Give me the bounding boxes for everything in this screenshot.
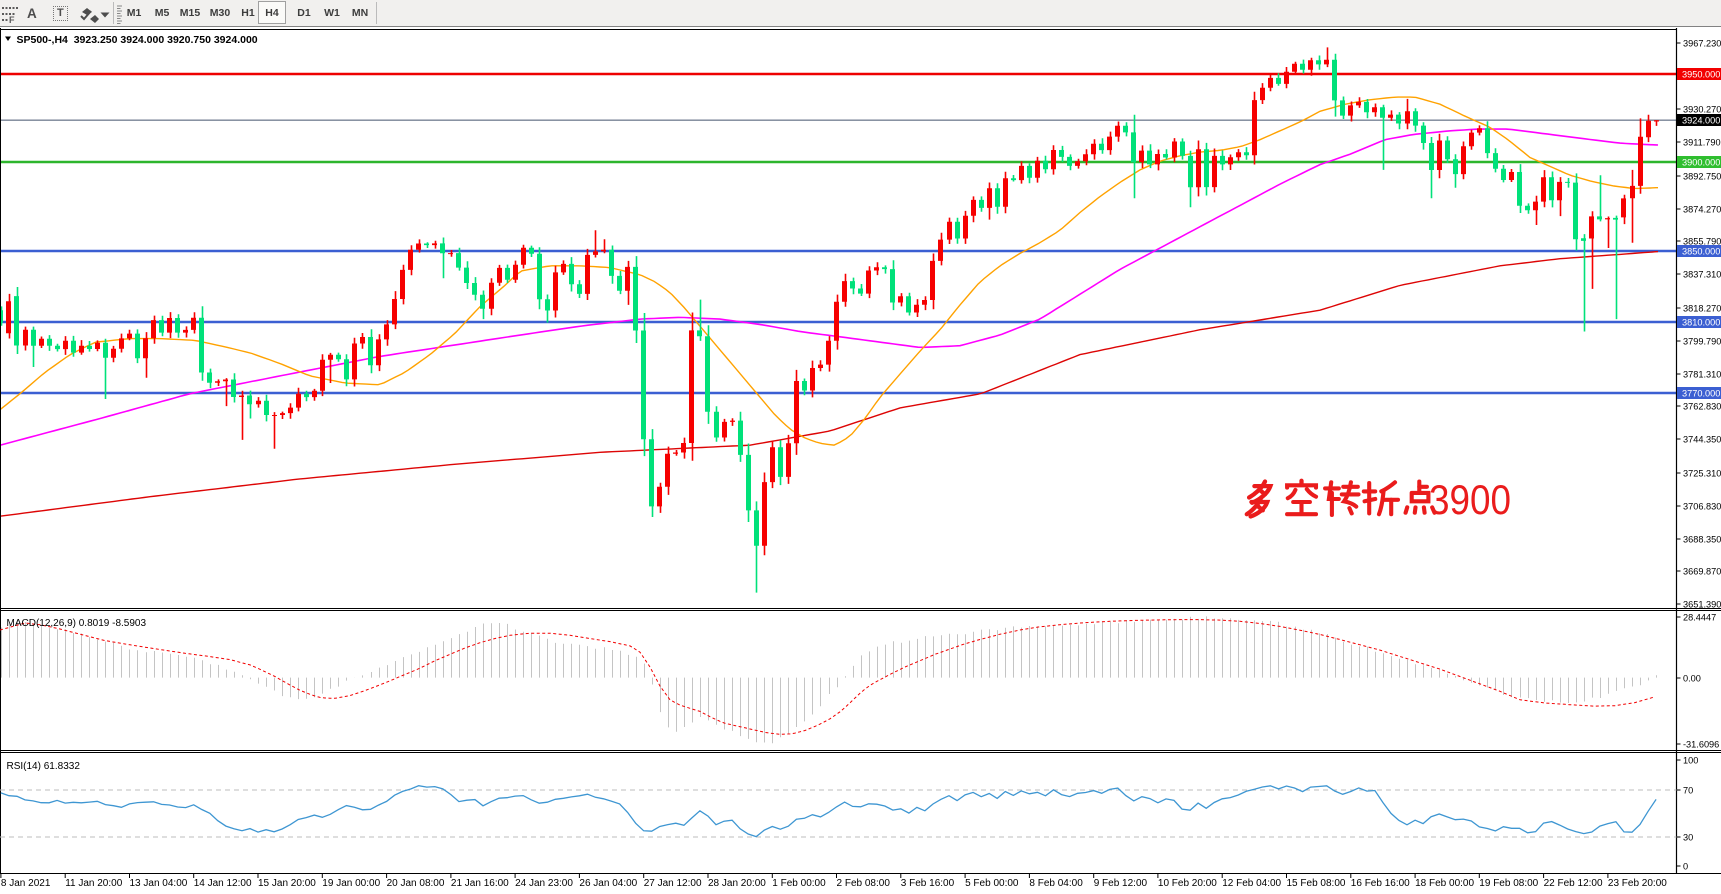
svg-text:11 Jan 20:00: 11 Jan 20:00 — [65, 878, 123, 889]
svg-text:3810.000: 3810.000 — [1682, 318, 1720, 328]
svg-text:3950.000: 3950.000 — [1682, 70, 1720, 80]
svg-text:16 Feb 16:00: 16 Feb 16:00 — [1351, 878, 1410, 889]
svg-text:14 Jan 12:00: 14 Jan 12:00 — [194, 878, 252, 889]
svg-text:8 Feb 04:00: 8 Feb 04:00 — [1029, 878, 1083, 889]
svg-text:10 Feb 20:00: 10 Feb 20:00 — [1158, 878, 1217, 889]
svg-text:3818.270: 3818.270 — [1683, 304, 1721, 314]
svg-text:3874.270: 3874.270 — [1683, 205, 1721, 215]
svg-text:13 Jan 04:00: 13 Jan 04:00 — [130, 878, 188, 889]
svg-text:3855.790: 3855.790 — [1683, 237, 1721, 247]
svg-text:RSI(14) 61.8332: RSI(14) 61.8332 — [7, 761, 81, 772]
svg-text:MACD(12,26,9) 0.8019 -8.5903: MACD(12,26,9) 0.8019 -8.5903 — [7, 618, 147, 629]
svg-text:-31.6096: -31.6096 — [1683, 740, 1719, 750]
svg-text:3967.230: 3967.230 — [1683, 39, 1721, 49]
svg-text:3924.000: 3924.000 — [1682, 116, 1720, 126]
svg-text:19 Jan 00:00: 19 Jan 00:00 — [322, 878, 380, 889]
svg-text:8 Jan 2021: 8 Jan 2021 — [1, 878, 51, 889]
svg-text:30: 30 — [1683, 833, 1693, 843]
svg-text:12 Feb 04:00: 12 Feb 04:00 — [1222, 878, 1281, 889]
svg-text:3669.870: 3669.870 — [1683, 567, 1721, 577]
svg-text:0: 0 — [1683, 862, 1688, 872]
svg-text:3 Feb 16:00: 3 Feb 16:00 — [901, 878, 955, 889]
svg-text:3911.790: 3911.790 — [1683, 138, 1721, 148]
svg-text:SP500-,H4 3923.250 3924.000 3: SP500-,H4 3923.250 3924.000 3920.750 392… — [17, 34, 258, 46]
svg-text:70: 70 — [1683, 786, 1693, 796]
svg-text:3781.310: 3781.310 — [1683, 370, 1721, 380]
svg-text:3688.350: 3688.350 — [1683, 535, 1721, 545]
svg-text:3850.000: 3850.000 — [1682, 247, 1720, 257]
svg-text:1 Feb 00:00: 1 Feb 00:00 — [772, 878, 826, 889]
svg-text:3770.000: 3770.000 — [1682, 389, 1720, 399]
svg-text:23 Feb 20:00: 23 Feb 20:00 — [1608, 878, 1667, 889]
svg-text:3744.350: 3744.350 — [1683, 435, 1721, 445]
svg-text:5 Feb 00:00: 5 Feb 00:00 — [965, 878, 1019, 889]
svg-text:9 Feb 12:00: 9 Feb 12:00 — [1094, 878, 1148, 889]
svg-text:26 Jan 04:00: 26 Jan 04:00 — [579, 878, 637, 889]
svg-text:20 Jan 08:00: 20 Jan 08:00 — [387, 878, 445, 889]
svg-text:3725.310: 3725.310 — [1683, 469, 1721, 479]
svg-text:F: F — [9, 15, 15, 24]
svg-text:21 Jan 16:00: 21 Jan 16:00 — [451, 878, 509, 889]
svg-text:3837.310: 3837.310 — [1683, 270, 1721, 280]
svg-text:27 Jan 12:00: 27 Jan 12:00 — [644, 878, 702, 889]
svg-text:15 Feb 08:00: 15 Feb 08:00 — [1287, 878, 1346, 889]
svg-text:2 Feb 08:00: 2 Feb 08:00 — [837, 878, 891, 889]
svg-text:28.4447: 28.4447 — [1683, 613, 1716, 623]
svg-text:0.00: 0.00 — [1683, 674, 1701, 684]
svg-text:3892.750: 3892.750 — [1683, 172, 1721, 182]
svg-text:3900.000: 3900.000 — [1682, 158, 1720, 168]
svg-text:3799.790: 3799.790 — [1683, 337, 1721, 347]
svg-text:18 Feb 00:00: 18 Feb 00:00 — [1415, 878, 1474, 889]
svg-text:15 Jan 20:00: 15 Jan 20:00 — [258, 878, 316, 889]
svg-text:28 Jan 20:00: 28 Jan 20:00 — [708, 878, 766, 889]
svg-text:22 Feb 12:00: 22 Feb 12:00 — [1544, 878, 1603, 889]
svg-text:3930.270: 3930.270 — [1683, 105, 1721, 115]
svg-text:3762.830: 3762.830 — [1683, 402, 1721, 412]
svg-text:3900: 3900 — [1429, 476, 1511, 523]
svg-text:3651.390: 3651.390 — [1683, 600, 1721, 610]
svg-text:19 Feb 08:00: 19 Feb 08:00 — [1479, 878, 1538, 889]
svg-text:100: 100 — [1683, 756, 1698, 766]
svg-text:24 Jan 23:00: 24 Jan 23:00 — [515, 878, 573, 889]
svg-text:3706.830: 3706.830 — [1683, 502, 1721, 512]
